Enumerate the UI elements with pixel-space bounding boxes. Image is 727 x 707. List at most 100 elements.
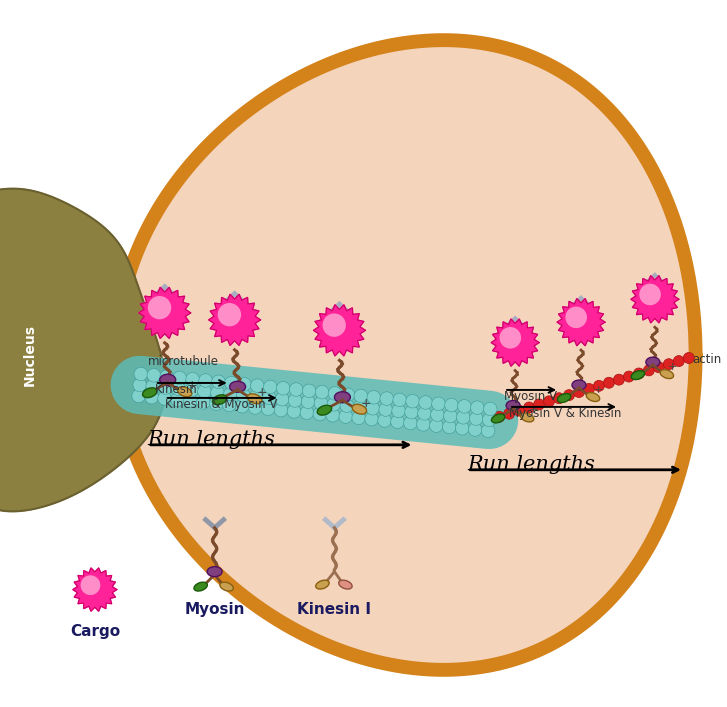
Circle shape [212, 375, 225, 389]
Circle shape [468, 423, 482, 436]
Circle shape [353, 400, 366, 414]
Circle shape [224, 387, 237, 401]
Ellipse shape [194, 582, 207, 591]
Ellipse shape [177, 387, 192, 397]
Circle shape [198, 385, 212, 398]
Circle shape [365, 412, 378, 426]
Circle shape [251, 379, 264, 392]
Circle shape [513, 405, 525, 416]
Ellipse shape [646, 357, 660, 367]
Circle shape [209, 397, 223, 411]
Text: Nucleus: Nucleus [23, 324, 37, 386]
Circle shape [499, 327, 521, 349]
Ellipse shape [160, 374, 176, 385]
Text: Myosin V & Kinesin: Myosin V & Kinesin [509, 407, 622, 420]
Circle shape [249, 401, 262, 414]
Circle shape [289, 382, 303, 397]
Circle shape [393, 393, 406, 407]
Circle shape [328, 387, 342, 400]
Ellipse shape [572, 380, 586, 390]
Text: Myosin V: Myosin V [504, 390, 557, 403]
Circle shape [173, 371, 186, 385]
Ellipse shape [506, 400, 520, 411]
Circle shape [614, 374, 624, 385]
Text: +: + [256, 386, 267, 399]
Circle shape [236, 389, 250, 402]
Circle shape [366, 402, 379, 415]
Circle shape [390, 415, 404, 428]
Polygon shape [557, 298, 605, 346]
Circle shape [584, 383, 595, 395]
Circle shape [432, 397, 445, 411]
Circle shape [327, 397, 341, 411]
Circle shape [134, 367, 148, 381]
Circle shape [553, 392, 565, 404]
Ellipse shape [334, 392, 350, 403]
Ellipse shape [631, 370, 645, 380]
Circle shape [171, 393, 184, 407]
Circle shape [274, 403, 288, 417]
Circle shape [133, 378, 147, 392]
Circle shape [225, 376, 238, 390]
Circle shape [443, 420, 456, 433]
Circle shape [418, 407, 431, 420]
Circle shape [534, 399, 545, 410]
Circle shape [276, 382, 290, 395]
Ellipse shape [521, 413, 534, 422]
Circle shape [683, 353, 694, 363]
Text: Run lengths: Run lengths [467, 455, 595, 474]
Circle shape [287, 404, 301, 418]
Text: microtubule: microtubule [148, 355, 219, 368]
Circle shape [313, 407, 326, 421]
Circle shape [276, 392, 289, 406]
Circle shape [354, 390, 368, 403]
Circle shape [633, 368, 644, 379]
Circle shape [236, 399, 249, 413]
Circle shape [314, 397, 328, 410]
Circle shape [261, 402, 275, 416]
Circle shape [132, 389, 145, 403]
Circle shape [249, 390, 263, 404]
Circle shape [185, 383, 198, 397]
Circle shape [494, 411, 505, 422]
Polygon shape [631, 276, 679, 323]
Text: Kinesin: Kinesin [155, 383, 198, 396]
Circle shape [504, 408, 515, 419]
Polygon shape [116, 40, 696, 670]
Circle shape [172, 382, 185, 396]
Circle shape [455, 421, 469, 435]
Circle shape [673, 356, 684, 366]
Text: Cargo: Cargo [70, 624, 120, 638]
Circle shape [419, 396, 433, 409]
Text: +: + [361, 397, 371, 410]
Polygon shape [491, 319, 539, 366]
Circle shape [198, 374, 212, 387]
Polygon shape [139, 287, 190, 339]
Circle shape [367, 390, 380, 404]
Ellipse shape [317, 405, 332, 415]
Circle shape [211, 386, 224, 399]
Circle shape [405, 405, 418, 419]
Ellipse shape [212, 395, 227, 404]
Text: actin: actin [692, 354, 721, 366]
Circle shape [603, 378, 614, 388]
Circle shape [217, 303, 241, 327]
Circle shape [639, 284, 661, 305]
Circle shape [563, 390, 574, 401]
Circle shape [406, 395, 419, 408]
Circle shape [301, 395, 315, 409]
Circle shape [300, 406, 313, 419]
Text: Myosin: Myosin [185, 602, 245, 617]
Text: Kinesin I: Kinesin I [297, 602, 371, 617]
Ellipse shape [491, 414, 505, 423]
Ellipse shape [660, 370, 673, 378]
Polygon shape [73, 568, 117, 612]
Circle shape [352, 411, 366, 425]
Ellipse shape [247, 394, 262, 404]
Circle shape [417, 418, 430, 431]
Circle shape [341, 388, 355, 402]
Circle shape [643, 365, 654, 376]
Circle shape [445, 398, 458, 412]
Polygon shape [313, 305, 366, 356]
Circle shape [158, 392, 172, 405]
